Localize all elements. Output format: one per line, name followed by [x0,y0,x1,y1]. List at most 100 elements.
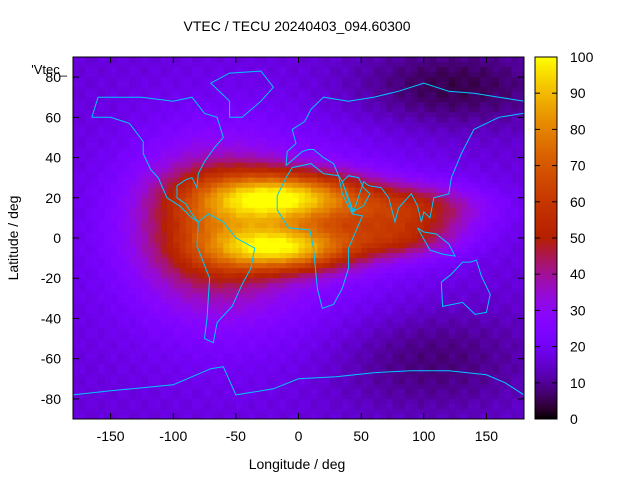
heatmap-cell [285,167,293,174]
heatmap-cell [210,127,218,134]
heatmap-cell [317,388,325,395]
heatmap-cell [304,202,312,209]
heatmap-cell [192,393,199,400]
heatmap-cell [317,147,325,154]
heatmap-cell [486,157,494,164]
heatmap-cell [348,303,356,309]
heatmap-cell [492,268,500,274]
heatmap-cell [242,388,249,395]
heatmap-cell [260,202,268,209]
heatmap-cell [198,288,206,294]
heatmap-cell [210,318,218,325]
heatmap-cell [123,232,130,239]
heatmap-cell [348,388,356,395]
heatmap-cell [398,353,406,360]
heatmap-cell [511,398,519,405]
heatmap-cell [85,338,93,345]
heatmap-cell [210,77,218,83]
heatmap-cell [73,122,80,128]
heatmap-cell [342,147,350,154]
heatmap-cell [129,313,137,320]
heatmap-cell [104,253,112,259]
heatmap-cell [129,152,137,159]
heatmap-cell [141,253,149,259]
heatmap-cell [417,177,425,184]
heatmap-cell [116,147,124,154]
heatmap-cell [185,67,193,73]
heatmap-cell [448,92,456,98]
heatmap-cell [317,162,325,169]
heatmap-cell [279,192,287,199]
heatmap-cell [91,348,99,355]
heatmap-cell [336,167,343,174]
heatmap-cell [185,137,193,144]
heatmap-cell [411,398,419,405]
heatmap-cell [173,137,181,144]
heatmap-cell [517,353,524,360]
heatmap-cell [379,192,387,199]
heatmap-cell [229,323,237,330]
heatmap-cell [135,167,143,174]
heatmap-cell [455,137,462,144]
heatmap-cell [373,388,381,395]
heatmap-cell [367,313,375,320]
heatmap-cell [304,258,312,264]
heatmap-cell [292,192,300,199]
heatmap-cell [348,273,356,279]
heatmap-cell [448,127,456,134]
heatmap-cell [386,343,394,350]
heatmap-cell [135,232,143,239]
heatmap-cell [354,77,362,83]
heatmap-cell [116,348,124,355]
heatmap-cell [436,137,444,144]
heatmap-cell [135,268,143,274]
heatmap-cell [129,97,137,103]
heatmap-cell [91,67,99,73]
heatmap-cell [379,87,387,93]
heatmap-cell [267,383,275,390]
heatmap-cell [473,383,481,390]
heatmap-cell [73,152,80,159]
heatmap-cell [348,308,356,315]
heatmap-cell [229,217,237,224]
heatmap-cell [354,147,362,154]
heatmap-cell [498,152,506,159]
heatmap-cell [329,232,337,239]
heatmap-cell [148,248,156,254]
heatmap-cell [517,398,524,405]
heatmap-cell [154,72,162,78]
heatmap-cell [354,363,362,370]
heatmap-cell [448,132,456,139]
heatmap-cell [505,323,513,330]
heatmap-cell [179,383,187,390]
heatmap-cell [260,283,268,289]
heatmap-cell [492,238,500,244]
heatmap-cell [179,253,187,259]
heatmap-cell [505,67,513,73]
heatmap-cell [311,67,318,73]
heatmap-cell [154,222,162,229]
heatmap-cell [361,107,368,113]
heatmap-cell [342,258,350,264]
heatmap-cell [85,97,93,103]
heatmap-cell [135,403,143,410]
heatmap-cell [430,263,437,269]
heatmap-cell [342,117,350,123]
heatmap-cell [179,127,187,134]
heatmap-cell [304,212,312,219]
heatmap-cell [185,172,193,179]
heatmap-cell [505,57,513,63]
heatmap-cell [148,57,156,63]
heatmap-cell [398,112,406,118]
heatmap-cell [323,177,331,184]
heatmap-cell [267,172,275,179]
heatmap-cell [279,207,287,214]
heatmap-cell [348,353,356,360]
heatmap-cell [329,142,337,149]
heatmap-cell [242,127,249,134]
heatmap-cell [304,182,312,189]
heatmap-cell [417,62,425,68]
heatmap-cell [123,258,130,264]
heatmap-cell [229,72,237,78]
heatmap-cell [411,97,419,103]
